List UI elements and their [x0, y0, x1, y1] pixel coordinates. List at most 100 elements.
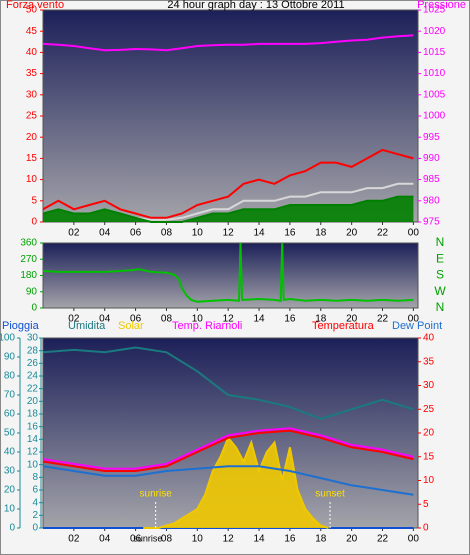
series-area — [143, 437, 329, 528]
x-tick-label: 14 — [253, 314, 265, 325]
y-tick-label: 80 — [4, 371, 16, 382]
x-tick-label: 10 — [192, 228, 204, 239]
x-tick-label: 12 — [223, 228, 235, 239]
y3-tick-label: 14 — [27, 434, 39, 445]
legend-entry: Temperatura — [312, 320, 375, 332]
y2-tick-label: 980 — [423, 195, 440, 206]
x-tick-label: 20 — [346, 314, 358, 325]
x-tick-label: 10 — [192, 314, 204, 325]
y3-tick-label: 8 — [32, 472, 38, 483]
y2-tick-label: 15 — [423, 451, 435, 462]
x-tick-label: 12 — [223, 314, 235, 325]
y2-tick-label: 30 — [423, 380, 435, 391]
series-area — [43, 196, 414, 222]
x-tick-label: 02 — [68, 534, 80, 545]
direction-label: W — [434, 284, 446, 298]
x-tick-label: 18 — [315, 228, 327, 239]
x-tick-label: 22 — [377, 534, 389, 545]
x-tick-label: 00 — [408, 314, 420, 325]
y3-tick-label: 10 — [27, 459, 39, 470]
y-tick-label: 180 — [20, 270, 37, 281]
y-tick-label: 45 — [26, 26, 38, 37]
series-line — [42, 242, 414, 303]
legend-entry: Umidita — [68, 320, 106, 332]
x-tick-label: 18 — [315, 534, 327, 545]
y-tick-label: 30 — [4, 466, 16, 477]
y3-tick-label: 24 — [27, 371, 39, 382]
y-tick-label: 15 — [26, 153, 38, 164]
y-tick-label: 20 — [26, 132, 38, 143]
x-tick-label: 04 — [99, 314, 111, 325]
series-line — [42, 148, 414, 219]
series-line — [42, 427, 414, 470]
pressure-label: Pressione — [417, 0, 466, 11]
y-tick-label: 0 — [9, 523, 15, 534]
y2-tick-label: 990 — [423, 153, 440, 164]
y2-tick-label: 1000 — [423, 111, 446, 122]
x-tick-label: 06 — [130, 534, 142, 545]
series-line — [42, 465, 414, 496]
x-tick-label: 16 — [284, 314, 296, 325]
temp-panel — [42, 337, 419, 529]
annotation: sunset — [315, 489, 345, 500]
y-tick-label: 60 — [4, 409, 16, 420]
x-tick-label: 08 — [161, 314, 173, 325]
y2-tick-label: 0 — [423, 523, 429, 534]
x-tick-label: 20 — [346, 228, 358, 239]
chart-title: 24 hour graph day : 13 Ottobre 2011 — [167, 0, 344, 11]
y-tick-label: 270 — [20, 254, 37, 265]
x-tick-label: 08 — [161, 228, 173, 239]
y-tick-label: 25 — [26, 111, 38, 122]
y3-tick-label: 12 — [27, 447, 39, 458]
y-tick-label: 50 — [4, 428, 16, 439]
x-note: sunrise — [133, 533, 162, 543]
y2-tick-label: 20 — [423, 428, 435, 439]
series-line — [42, 34, 414, 52]
y2-tick-label: 1005 — [423, 89, 446, 100]
y-tick-label: 90 — [26, 286, 38, 297]
x-tick-label: 04 — [99, 534, 111, 545]
y2-tick-label: 985 — [423, 174, 440, 185]
legend-entry: Solar — [118, 320, 144, 332]
y2-tick-label: 1020 — [423, 26, 446, 37]
y2-tick-label: 40 — [423, 333, 435, 344]
y2-tick-label: 1010 — [423, 68, 446, 79]
x-tick-label: 08 — [161, 534, 173, 545]
x-tick-label: 06 — [130, 228, 142, 239]
x-tick-label: 14 — [253, 228, 265, 239]
y3-tick-label: 2 — [32, 510, 38, 521]
y2-tick-label: 35 — [423, 356, 435, 367]
x-tick-label: 22 — [377, 228, 389, 239]
y3-tick-label: 26 — [27, 358, 39, 369]
y2-tick-label: 975 — [423, 217, 440, 228]
y2-tick-label: 1025 — [423, 5, 446, 16]
x-tick-label: 16 — [284, 534, 296, 545]
y3-tick-label: 20 — [27, 396, 39, 407]
y-tick-label: 90 — [4, 352, 16, 363]
y-tick-label: 35 — [26, 68, 38, 79]
y2-tick-label: 1015 — [423, 47, 446, 58]
y-tick-label: 30 — [26, 89, 38, 100]
y2-tick-label: 10 — [423, 475, 435, 486]
y2-tick-label: 25 — [423, 404, 435, 415]
y2-tick-label: 995 — [423, 132, 440, 143]
direction-label: N — [436, 235, 445, 249]
y-tick-label: 10 — [26, 174, 38, 185]
x-tick-label: 00 — [408, 228, 420, 239]
y3-tick-label: 22 — [27, 383, 39, 394]
direction-label: S — [436, 268, 444, 282]
series-line — [143, 435, 329, 529]
y-tick-label: 360 — [20, 238, 37, 249]
x-tick-label: 04 — [99, 228, 111, 239]
x-tick-label: 20 — [346, 534, 358, 545]
y3-tick-label: 6 — [32, 485, 38, 496]
y-tick-label: 70 — [4, 390, 16, 401]
y-tick-label: 40 — [26, 47, 38, 58]
y-tick-label: 10 — [4, 504, 16, 515]
y-tick-label: 50 — [26, 5, 38, 16]
x-tick-label: 12 — [223, 534, 235, 545]
x-tick-label: 18 — [315, 314, 327, 325]
wind-label: Forza vento — [6, 0, 64, 11]
y-tick-label: 20 — [4, 485, 16, 496]
y-tick-label: 100 — [0, 333, 15, 344]
